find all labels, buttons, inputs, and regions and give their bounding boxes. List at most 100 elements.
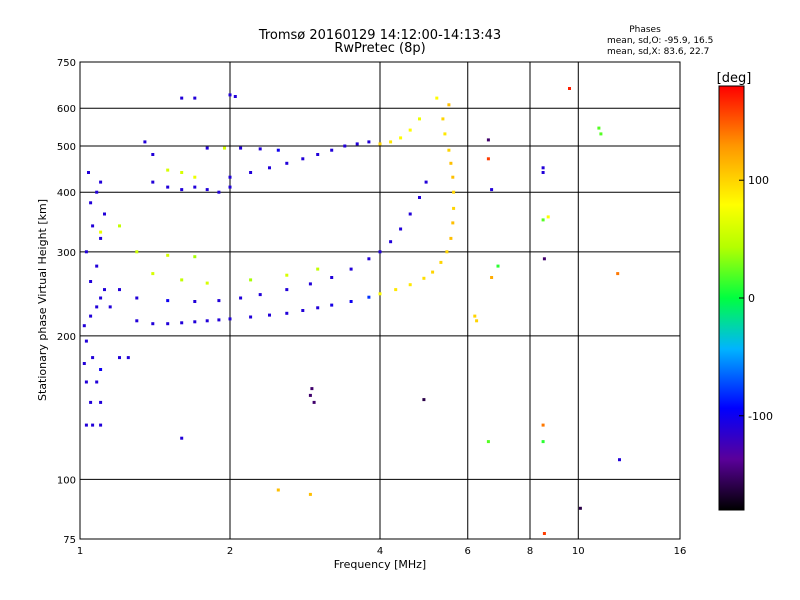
data-point <box>103 288 106 292</box>
data-point <box>223 146 226 150</box>
data-point <box>439 260 443 264</box>
data-point <box>399 136 403 140</box>
data-point <box>87 171 90 174</box>
x-tick-label: 16 <box>674 546 687 557</box>
data-point <box>135 319 139 323</box>
data-point <box>399 227 403 231</box>
data-point <box>541 171 545 174</box>
data-point <box>82 324 86 328</box>
data-point <box>193 175 197 179</box>
data-point <box>316 267 320 271</box>
data-point <box>542 532 546 535</box>
data-points <box>82 87 621 535</box>
data-point <box>108 305 112 309</box>
data-point <box>180 321 184 325</box>
data-point <box>82 362 86 365</box>
data-point <box>166 168 170 172</box>
data-point <box>91 356 95 360</box>
data-point <box>193 320 197 324</box>
data-point <box>349 267 353 271</box>
data-point <box>89 314 93 318</box>
y-tick-label: 500 <box>57 142 76 153</box>
colorbar-tick-label: -100 <box>748 410 773 423</box>
data-point <box>496 264 500 268</box>
data-point <box>285 161 289 165</box>
data-point <box>233 95 237 98</box>
data-point <box>217 190 221 194</box>
data-point <box>258 147 262 151</box>
data-point <box>228 317 232 321</box>
data-point <box>239 296 243 300</box>
data-point <box>408 128 412 132</box>
data-point <box>99 423 103 427</box>
data-point <box>84 250 88 254</box>
data-point <box>151 153 155 156</box>
data-point <box>84 423 88 427</box>
data-point <box>151 272 155 276</box>
data-point <box>308 282 312 286</box>
data-point <box>118 224 121 228</box>
data-point <box>418 117 421 121</box>
data-point <box>330 148 334 152</box>
data-point <box>285 273 289 277</box>
data-point <box>95 264 99 268</box>
data-point <box>91 423 95 427</box>
data-point <box>95 380 99 384</box>
data-point <box>205 188 209 192</box>
data-point <box>95 190 99 194</box>
data-point <box>166 299 170 303</box>
data-point <box>166 322 170 326</box>
data-point <box>578 506 582 510</box>
data-point <box>486 440 490 444</box>
y-axis-label: Stationary phase Virtual Height [km] <box>36 199 49 401</box>
stats-title: Phases <box>629 25 661 35</box>
data-point <box>84 380 88 384</box>
data-point <box>451 175 455 179</box>
data-point <box>151 322 155 326</box>
data-point <box>205 281 209 285</box>
data-point <box>418 196 421 199</box>
data-point <box>193 185 197 189</box>
x-tick-label: 1 <box>77 546 83 557</box>
data-point <box>180 171 184 174</box>
data-point <box>394 288 398 292</box>
plot-frame <box>79 61 681 540</box>
data-point <box>276 488 280 492</box>
data-point <box>452 190 456 194</box>
data-point <box>249 315 253 319</box>
data-point <box>99 180 103 184</box>
data-point <box>249 278 253 282</box>
data-point <box>126 356 130 360</box>
data-point <box>445 250 449 254</box>
data-point <box>217 318 221 322</box>
data-point <box>180 278 184 282</box>
data-point <box>568 87 571 90</box>
data-point <box>89 280 93 283</box>
data-point <box>91 224 95 228</box>
data-point <box>143 140 147 144</box>
x-tick-label: 8 <box>527 546 533 557</box>
data-point <box>308 393 312 397</box>
data-point <box>435 96 439 100</box>
data-point <box>99 236 103 240</box>
data-point <box>99 230 103 234</box>
data-point <box>180 188 184 192</box>
data-point <box>422 276 426 280</box>
data-point <box>378 292 382 296</box>
data-point <box>378 142 382 146</box>
data-point <box>422 398 426 402</box>
data-point <box>166 253 170 257</box>
data-point <box>316 306 320 310</box>
data-point <box>542 257 546 261</box>
data-point <box>451 221 455 225</box>
x-tick-label: 2 <box>227 546 233 557</box>
data-point <box>618 458 621 462</box>
data-point <box>95 305 99 309</box>
data-point <box>367 295 371 299</box>
data-point <box>541 166 545 170</box>
data-point <box>193 255 197 259</box>
data-point <box>135 250 139 254</box>
data-point <box>258 293 262 297</box>
colorbar-tick-label: 100 <box>748 174 769 187</box>
